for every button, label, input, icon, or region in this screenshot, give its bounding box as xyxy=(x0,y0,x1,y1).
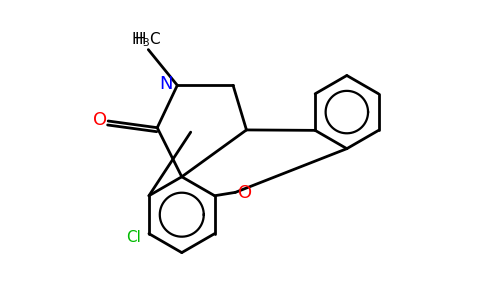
Text: Cl: Cl xyxy=(126,230,141,245)
Text: H: H xyxy=(135,32,146,47)
Text: N: N xyxy=(159,75,173,93)
Text: $\mathregular{H_3C}$: $\mathregular{H_3C}$ xyxy=(131,31,162,49)
Text: O: O xyxy=(93,111,107,129)
Text: O: O xyxy=(238,184,252,202)
